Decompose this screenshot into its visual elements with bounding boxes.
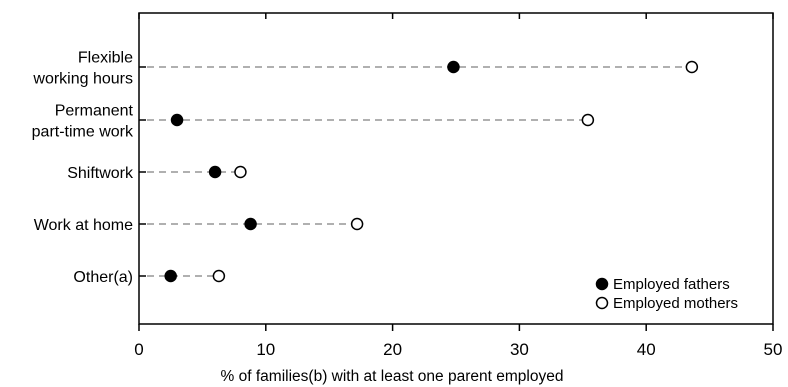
connector-lines (147, 66, 692, 277)
father-point-3 (244, 217, 257, 231)
plot-border (138, 12, 774, 325)
father-point-4 (164, 269, 177, 283)
category-label-1-0: Permanent (55, 103, 134, 120)
x-tick-label-40: 40 (637, 340, 656, 359)
mother-point-3 (350, 217, 364, 231)
category-label-4-0: Other(a) (73, 269, 133, 286)
mother-point-1 (581, 113, 595, 127)
legend: Employed fathers Employed mothers (595, 276, 738, 312)
x-axis-ticks: 0 10 20 30 40 50 (134, 13, 782, 359)
father-point-2 (208, 165, 222, 179)
category-labels: Flexible working hours Permanent part-time … (32, 50, 134, 287)
category-label-3-0: Work at home (34, 217, 133, 234)
legend-marker-0 (595, 277, 609, 291)
data-points (164, 60, 699, 283)
legend-marker-1 (595, 296, 609, 310)
x-tick-label-0: 0 (134, 340, 143, 359)
category-label-2-0: Shiftwork (67, 165, 134, 182)
plot-frame (138, 12, 774, 325)
category-label-0-0: Flexible (78, 50, 133, 67)
category-label-1-1: part-time work (32, 124, 134, 141)
x-tick-label-30: 30 (510, 340, 529, 359)
x-tick-label-50: 50 (764, 340, 783, 359)
legend-label-1: Employed mothers (613, 295, 738, 312)
father-point-1 (170, 113, 184, 127)
x-axis-title: % of families(b) with at least one paren… (221, 368, 564, 385)
mother-point-0 (685, 60, 699, 74)
mother-point-4 (212, 269, 226, 283)
category-label-0-1: working hours (32, 71, 133, 88)
x-tick-label-20: 20 (383, 340, 402, 359)
legend-label-0: Employed fathers (613, 276, 730, 293)
father-point-0 (447, 60, 460, 74)
x-tick-label-10: 10 (256, 340, 275, 359)
mother-point-2 (234, 165, 247, 179)
